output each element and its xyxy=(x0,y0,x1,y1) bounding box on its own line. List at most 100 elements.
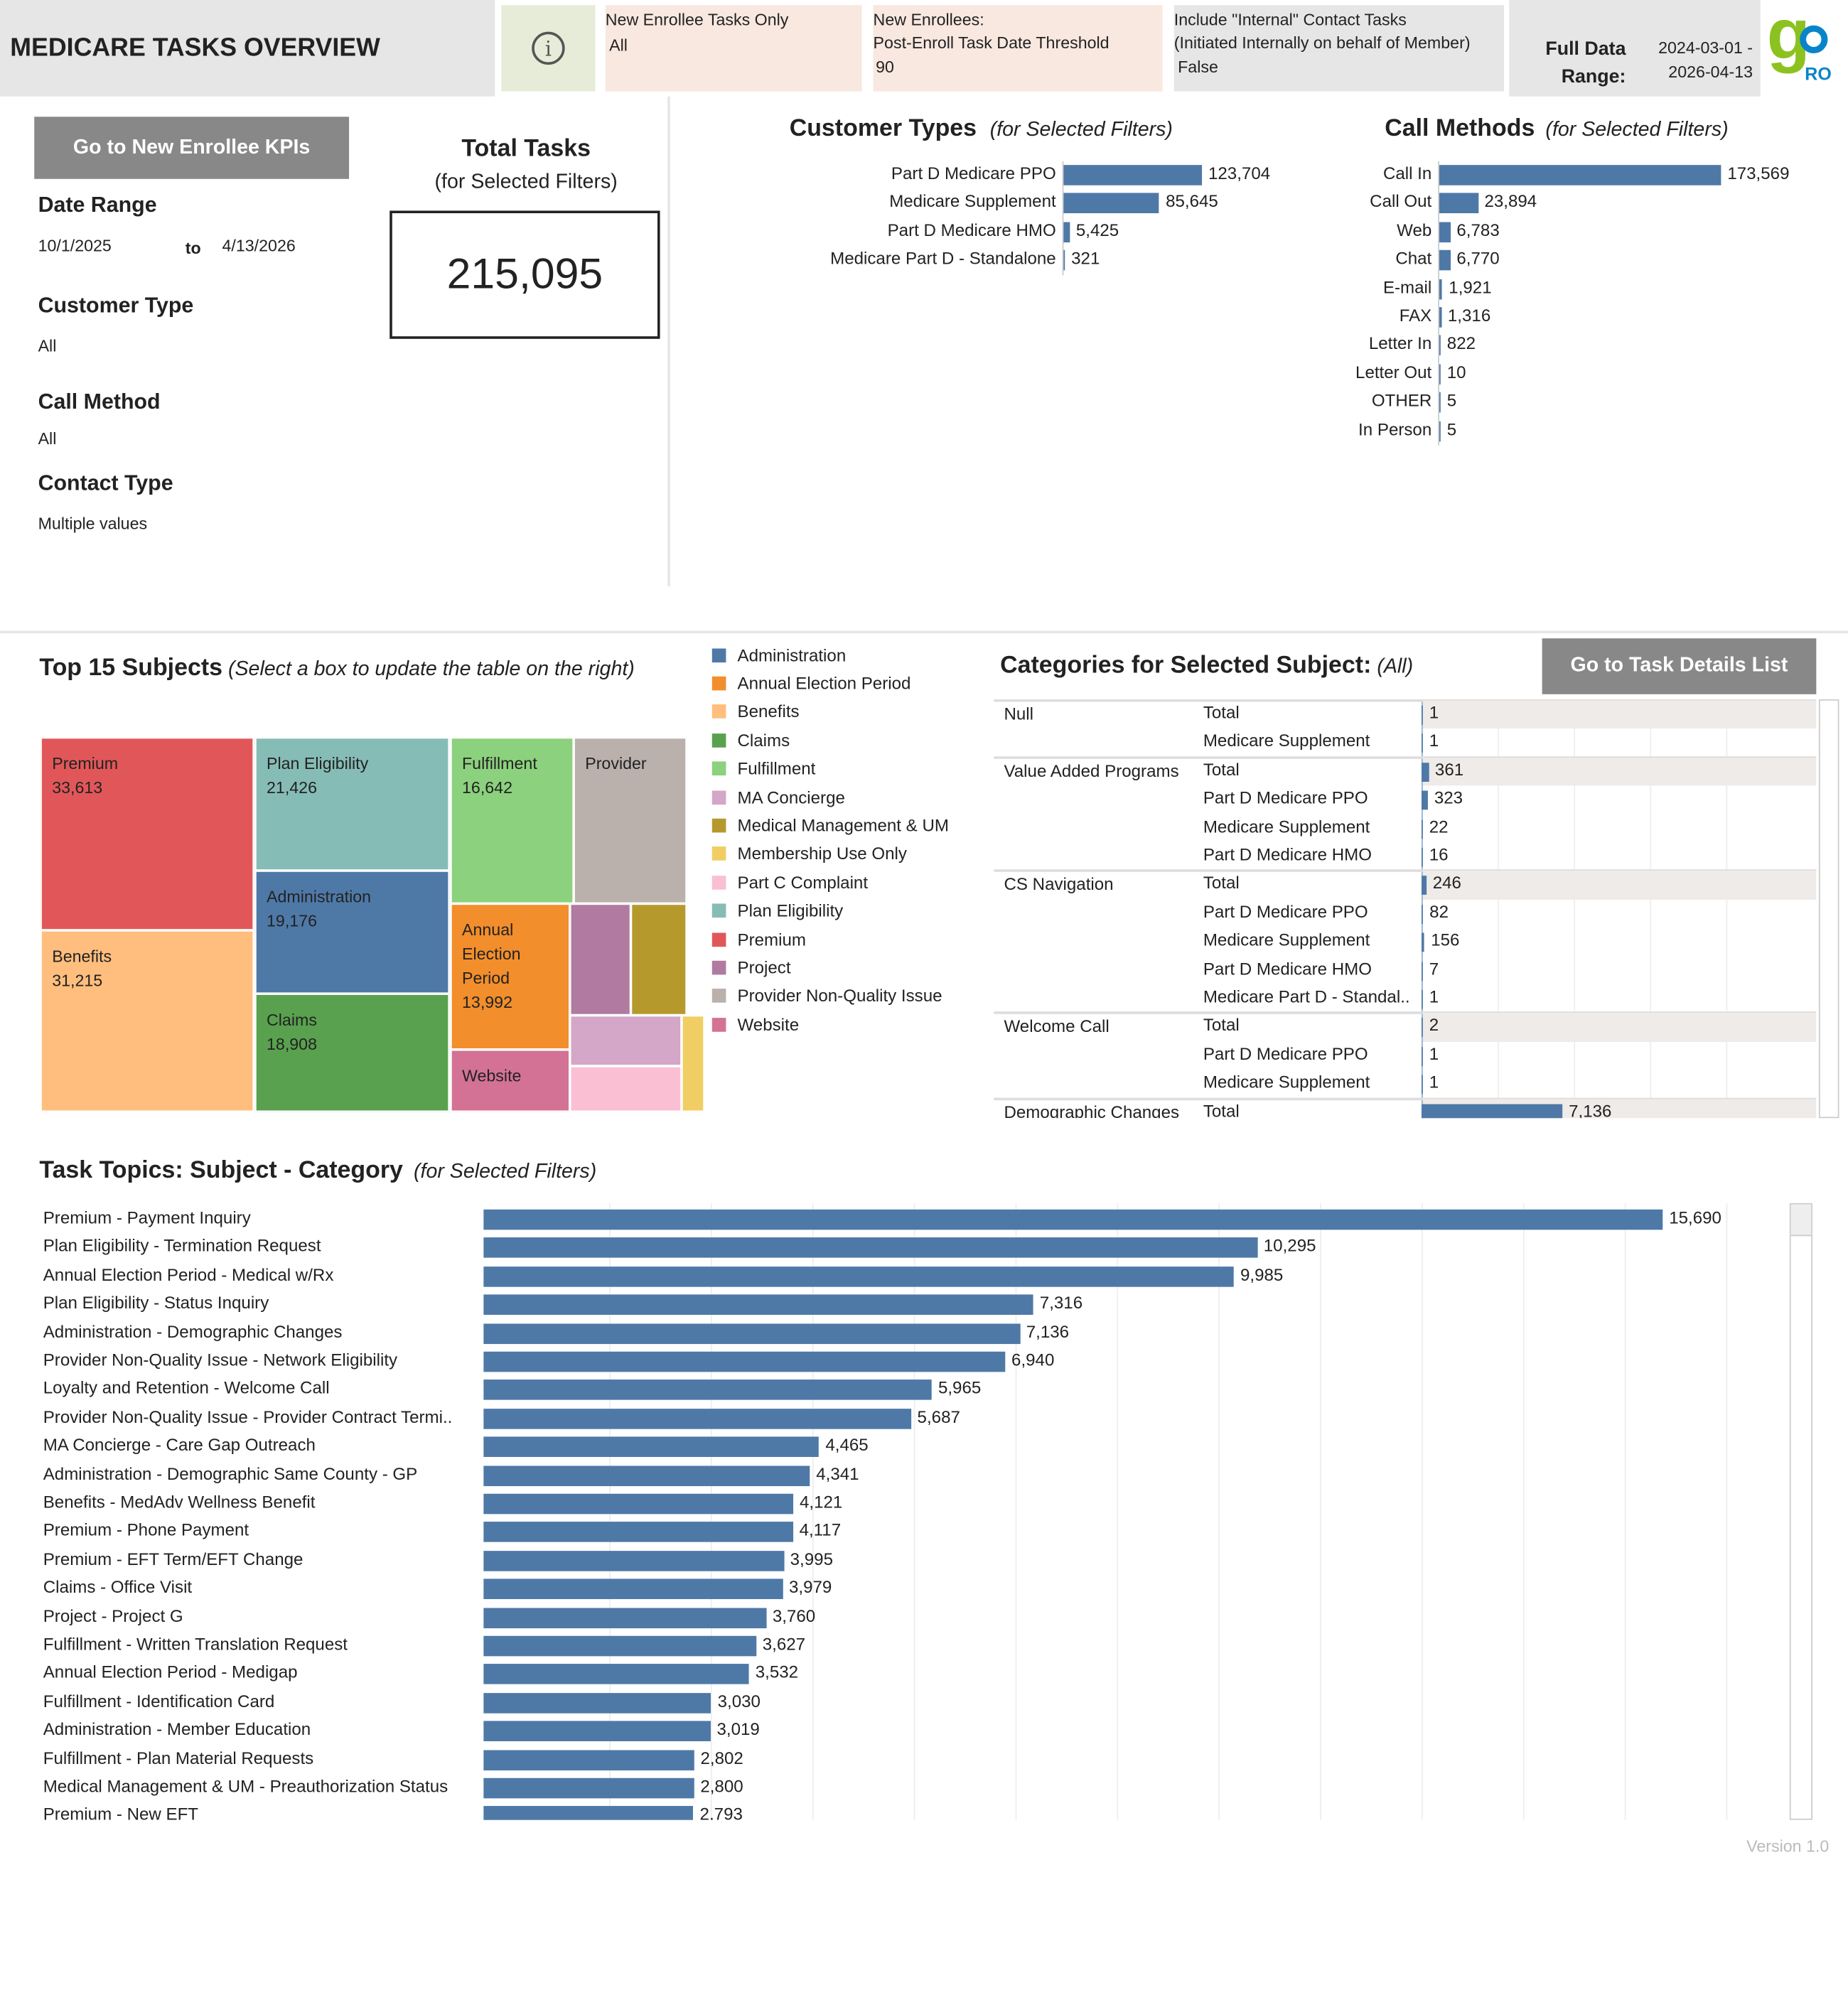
bar[interactable] xyxy=(1439,279,1443,299)
go-to-task-details-button[interactable]: Go to Task Details List xyxy=(1542,638,1817,694)
topic-bar[interactable] xyxy=(483,1379,933,1401)
category-bar[interactable] xyxy=(1421,705,1423,725)
legend-item[interactable]: Premium xyxy=(711,925,949,954)
bar[interactable] xyxy=(1439,392,1441,413)
topic-bar[interactable] xyxy=(483,1436,820,1458)
bar[interactable] xyxy=(1439,364,1441,384)
bar[interactable] xyxy=(1439,193,1478,214)
category-bar[interactable] xyxy=(1421,790,1428,810)
legend-item[interactable]: Project xyxy=(711,954,949,982)
legend-item[interactable]: Fulfillment xyxy=(711,755,949,783)
bar[interactable] xyxy=(1063,222,1070,242)
bar[interactable] xyxy=(1063,193,1160,214)
topic-label[interactable]: Benefits - MedAdv Wellness Benefit xyxy=(43,1492,316,1512)
bar-label[interactable]: Web xyxy=(1397,220,1432,240)
category-bar[interactable] xyxy=(1421,961,1423,981)
topic-label[interactable]: Premium - New EFT xyxy=(43,1805,199,1820)
treemap-box-plan-eligibility[interactable]: Plan Eligibility 21,426 xyxy=(254,737,450,871)
category-name[interactable]: Null xyxy=(1004,704,1034,724)
treemap-box-annual-election-period[interactable]: Annual Election Period 13,992 xyxy=(450,903,570,1050)
topic-bar[interactable] xyxy=(483,1664,749,1685)
categories-scrollbar[interactable] xyxy=(1818,699,1839,1119)
go-to-new-enrollee-kpis-button[interactable]: Go to New Enrollee KPIs xyxy=(34,117,350,179)
topic-bar[interactable] xyxy=(483,1351,1006,1372)
topic-label[interactable]: Premium - EFT Term/EFT Change xyxy=(43,1549,303,1569)
bar-label[interactable]: In Person xyxy=(1358,419,1432,439)
treemap-box-part-c-complaint[interactable] xyxy=(569,1065,682,1112)
topic-bar[interactable] xyxy=(483,1522,793,1543)
topic-bar[interactable] xyxy=(483,1266,1235,1287)
contact-type-filter[interactable]: Multiple values xyxy=(38,514,148,533)
date-from-input[interactable]: 10/1/2025 xyxy=(38,236,112,255)
topic-bar[interactable] xyxy=(483,1294,1033,1316)
bar-label[interactable]: FAX xyxy=(1399,306,1432,326)
category-bar[interactable] xyxy=(1421,1075,1423,1094)
category-bar[interactable] xyxy=(1421,733,1423,753)
category-bar[interactable] xyxy=(1421,762,1429,782)
treemap-box-benefits[interactable]: Benefits 31,215 xyxy=(41,930,254,1112)
category-bar[interactable] xyxy=(1421,989,1423,1009)
bar-label[interactable]: Call In xyxy=(1382,163,1432,183)
treemap-box-premium[interactable]: Premium 33,613 xyxy=(41,737,254,930)
category-bar[interactable] xyxy=(1421,819,1423,839)
bar-label[interactable]: Medicare Supplement xyxy=(889,192,1056,212)
treemap-box-fulfillment[interactable]: Fulfillment 16,642 xyxy=(450,737,574,904)
topic-label[interactable]: Premium - Payment Inquiry xyxy=(43,1208,251,1227)
topic-bar[interactable] xyxy=(483,1550,784,1571)
bar-label[interactable]: Part D Medicare HMO xyxy=(887,220,1056,240)
topic-bar[interactable] xyxy=(483,1408,911,1429)
bar[interactable] xyxy=(1439,222,1451,242)
topic-label[interactable]: Premium - Phone Payment xyxy=(43,1520,249,1540)
category-bar[interactable] xyxy=(1421,847,1423,867)
legend-item[interactable]: Membership Use Only xyxy=(711,840,949,868)
bar[interactable] xyxy=(1063,250,1065,271)
topic-label[interactable]: Provider Non-Quality Issue - Provider Co… xyxy=(43,1407,453,1426)
category-bar[interactable] xyxy=(1421,904,1424,924)
topic-bar[interactable] xyxy=(483,1578,783,1600)
topic-label[interactable]: Plan Eligibility - Termination Request xyxy=(43,1236,321,1256)
category-name[interactable]: CS Navigation xyxy=(1004,875,1114,894)
category-bar[interactable] xyxy=(1421,1018,1423,1038)
filter-new-enrollee[interactable]: New Enrollee Tasks Only All xyxy=(605,5,862,92)
treemap-box-membership-use-only[interactable] xyxy=(681,1015,705,1112)
treemap-box-website[interactable]: Website xyxy=(450,1049,570,1112)
category-bar[interactable] xyxy=(1421,876,1427,896)
scrollbar-thumb[interactable] xyxy=(1790,1204,1812,1237)
treemap-box-claims[interactable]: Claims 18,908 xyxy=(254,994,450,1112)
topic-bar[interactable] xyxy=(483,1806,694,1820)
legend-item[interactable]: Administration xyxy=(711,641,949,669)
bar-label[interactable]: Chat xyxy=(1395,249,1432,269)
bar-label[interactable]: E-mail xyxy=(1382,277,1432,297)
treemap-box-provider-non-quality-issue[interactable]: Provider xyxy=(574,737,687,904)
category-bar[interactable] xyxy=(1421,1046,1423,1066)
bar-label[interactable]: Letter Out xyxy=(1355,362,1432,382)
topic-bar[interactable] xyxy=(483,1607,766,1628)
legend-item[interactable]: Plan Eligibility xyxy=(711,897,949,925)
call-method-filter[interactable]: All xyxy=(38,429,57,448)
bar-label[interactable]: Part D Medicare PPO xyxy=(891,163,1056,183)
topic-bar[interactable] xyxy=(483,1721,711,1742)
topic-bar[interactable] xyxy=(483,1323,1020,1344)
filter-internal[interactable]: Include "Internal" Contact Tasks (Initia… xyxy=(1173,5,1505,92)
bar-label[interactable]: OTHER xyxy=(1371,391,1432,411)
topic-label[interactable]: Claims - Office Visit xyxy=(43,1577,193,1597)
treemap-box-ma-concierge[interactable] xyxy=(569,1015,682,1066)
customer-type-filter[interactable]: All xyxy=(38,336,57,355)
topic-label[interactable]: MA Concierge - Care Gap Outreach xyxy=(43,1435,316,1455)
topic-label[interactable]: Project - Project G xyxy=(43,1606,183,1625)
category-name[interactable]: Demographic Changes xyxy=(1004,1102,1180,1119)
topic-bar[interactable] xyxy=(483,1749,694,1770)
category-name[interactable]: Value Added Programs xyxy=(1004,761,1179,780)
bar[interactable] xyxy=(1439,165,1721,185)
category-name[interactable]: Welcome Call xyxy=(1004,1017,1110,1036)
topic-bar[interactable] xyxy=(483,1692,711,1714)
topic-label[interactable]: Fulfillment - Written Translation Reques… xyxy=(43,1634,348,1654)
topic-bar[interactable] xyxy=(483,1209,1663,1230)
topic-label[interactable]: Annual Election Period - Medigap xyxy=(43,1662,298,1682)
topic-label[interactable]: Fulfillment - Plan Material Requests xyxy=(43,1748,314,1768)
topic-label[interactable]: Administration - Member Education xyxy=(43,1719,311,1739)
topic-label[interactable]: Administration - Demographic Same County… xyxy=(43,1463,418,1483)
date-to-input[interactable]: 4/13/2026 xyxy=(222,236,296,255)
legend-item[interactable]: Benefits xyxy=(711,698,949,726)
category-bar[interactable] xyxy=(1421,932,1425,952)
